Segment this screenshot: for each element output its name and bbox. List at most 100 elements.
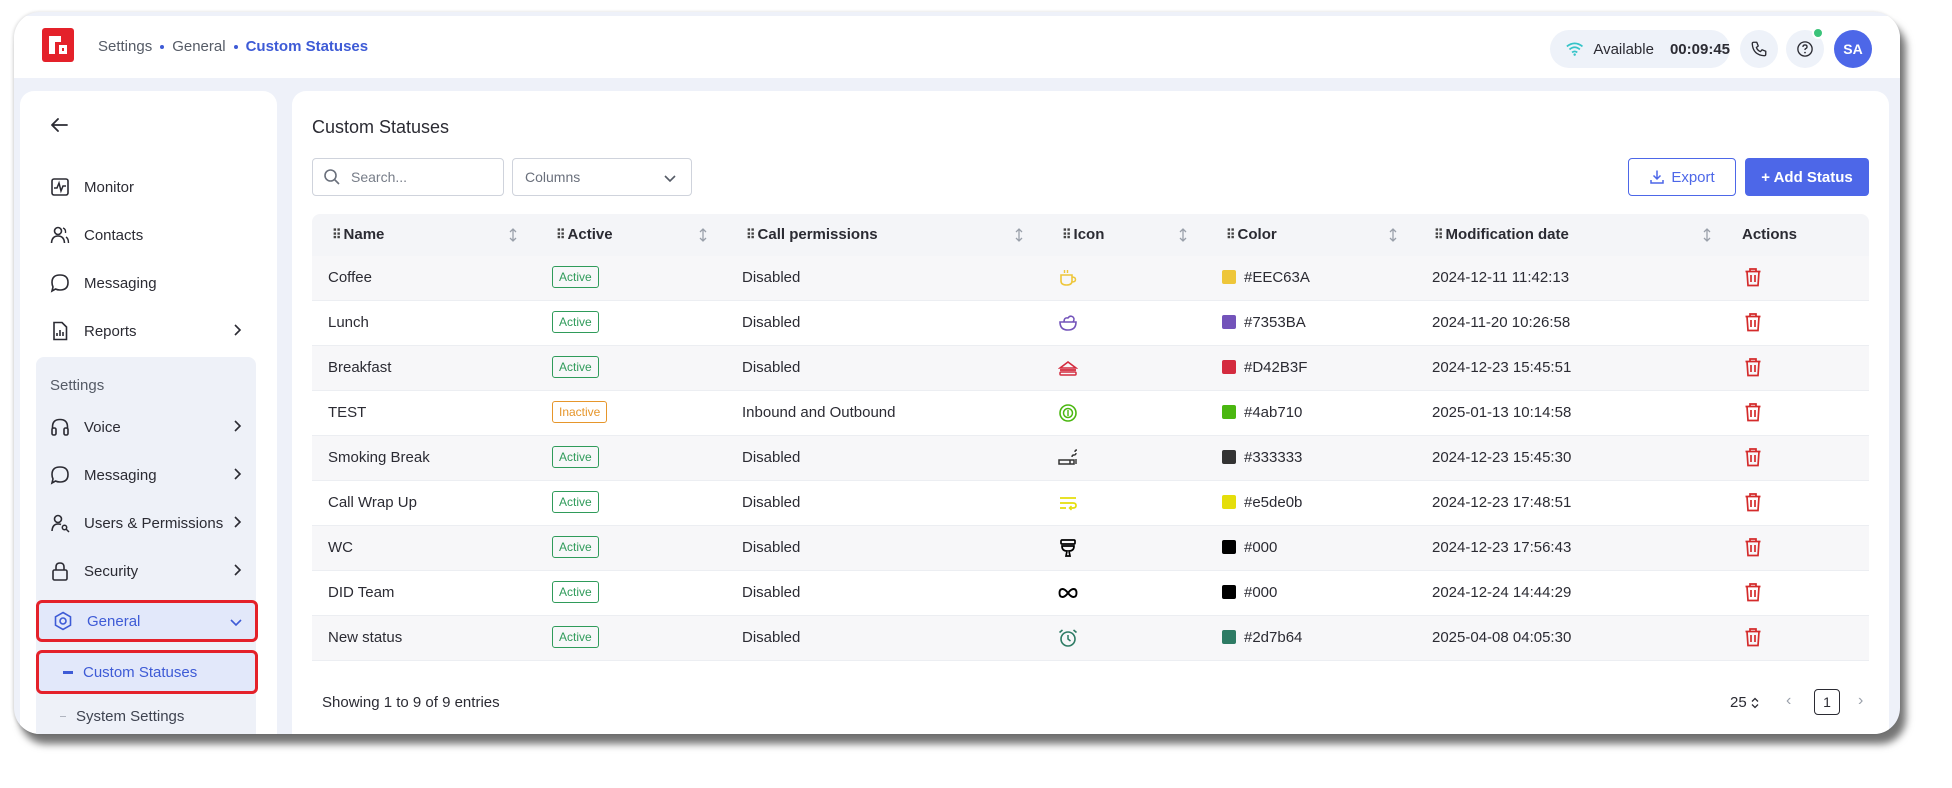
column-header-active[interactable]: ⠿ Active bbox=[556, 226, 613, 243]
page-number-button[interactable]: 1 bbox=[1814, 689, 1840, 715]
sort-icon[interactable] bbox=[1388, 227, 1398, 243]
search-icon bbox=[324, 169, 340, 185]
columns-select[interactable]: Columns bbox=[512, 158, 692, 196]
sort-icon[interactable] bbox=[1178, 227, 1188, 243]
cell-color: #4ab710 bbox=[1244, 404, 1303, 421]
table-row[interactable]: WC Active Disabled #000 2024-12-23 17:56… bbox=[312, 526, 1869, 571]
cell-date: 2024-11-20 10:26:58 bbox=[1432, 314, 1571, 331]
sidebar-item-label: Security bbox=[84, 562, 139, 580]
drag-handle-icon[interactable]: ⠿ bbox=[1434, 226, 1443, 242]
avatar[interactable]: SA bbox=[1834, 30, 1872, 68]
sort-icon[interactable] bbox=[698, 227, 708, 243]
trash-icon[interactable] bbox=[1744, 627, 1762, 647]
sidebar-item-reports[interactable]: Reports bbox=[36, 311, 256, 351]
breadcrumb-settings[interactable]: Settings bbox=[98, 38, 153, 55]
download-icon bbox=[1650, 170, 1665, 184]
next-page-button[interactable]: › bbox=[1858, 692, 1864, 709]
drag-handle-icon[interactable]: ⠿ bbox=[1062, 226, 1071, 242]
sidebar-item-voice[interactable]: Voice bbox=[36, 407, 256, 447]
sidebar-subitem-system-settings[interactable]: System Settings bbox=[36, 694, 256, 734]
column-header-icon[interactable]: ⠿ Icon bbox=[1062, 226, 1104, 243]
trash-icon[interactable] bbox=[1744, 582, 1762, 602]
trash-icon[interactable] bbox=[1744, 402, 1762, 422]
trash-icon[interactable] bbox=[1744, 357, 1762, 377]
color-swatch bbox=[1222, 450, 1236, 464]
drag-handle-icon[interactable]: ⠿ bbox=[556, 226, 565, 242]
table-row[interactable]: Call Wrap Up Active Disabled #e5de0b 202… bbox=[312, 481, 1869, 526]
column-header-name[interactable]: ⠿ Name bbox=[332, 226, 384, 243]
trash-icon[interactable] bbox=[1744, 267, 1762, 287]
cell-permission: Disabled bbox=[742, 539, 801, 556]
sidebar-item-general[interactable]: General bbox=[36, 600, 258, 642]
table-row[interactable]: New status Active Disabled #2d7b64 2025-… bbox=[312, 616, 1869, 661]
chevron-down-icon bbox=[230, 619, 242, 627]
column-header-label: Color bbox=[1237, 226, 1277, 243]
cell-color: #EEC63A bbox=[1244, 269, 1310, 286]
sort-icon[interactable] bbox=[1702, 227, 1712, 243]
statuses-table: ⠿ Name ⠿ Active ⠿ Call permissions ⠿ Icon ⠿ C… bbox=[312, 214, 1869, 661]
add-status-button[interactable]: + Add Status bbox=[1745, 158, 1869, 196]
column-header-actions: Actions bbox=[1742, 226, 1797, 243]
sidebar-item-messaging[interactable]: Messaging bbox=[36, 263, 256, 303]
trash-icon[interactable] bbox=[1744, 312, 1762, 332]
drag-handle-icon[interactable]: ⠿ bbox=[746, 226, 755, 242]
column-header-modification-date[interactable]: ⠿ Modification date bbox=[1434, 226, 1569, 243]
breadcrumb-general[interactable]: General bbox=[172, 38, 226, 55]
column-header-label: Name bbox=[343, 226, 385, 243]
entries-summary: Showing 1 to 9 of 9 entries bbox=[322, 694, 500, 711]
cigarette-icon bbox=[1058, 449, 1078, 465]
page-size-select[interactable]: 25 bbox=[1730, 694, 1759, 711]
phone-button[interactable] bbox=[1740, 30, 1778, 68]
sidebar-item-security[interactable]: Security bbox=[36, 551, 256, 591]
sidebar-subitem-custom-statuses[interactable]: Custom Statuses bbox=[36, 650, 258, 694]
trash-icon[interactable] bbox=[1744, 537, 1762, 557]
sidebar-item-settings-messaging[interactable]: Messaging bbox=[36, 455, 256, 495]
monitor-icon bbox=[51, 178, 69, 196]
drag-handle-icon[interactable]: ⠿ bbox=[1226, 226, 1235, 242]
agent-status[interactable]: Available 00:09:45 bbox=[1550, 30, 1730, 68]
search-box[interactable] bbox=[312, 158, 504, 196]
search-input[interactable] bbox=[351, 169, 491, 185]
phone-icon bbox=[1751, 41, 1767, 57]
sort-icon[interactable] bbox=[1014, 227, 1024, 243]
sidebar-item-contacts[interactable]: Contacts bbox=[36, 215, 256, 255]
table-row[interactable]: Smoking Break Active Disabled #333333 20… bbox=[312, 436, 1869, 481]
prev-page-button[interactable]: ‹ bbox=[1786, 692, 1792, 709]
sidebar-item-label: Monitor bbox=[84, 178, 135, 196]
color-swatch bbox=[1222, 405, 1236, 419]
table-row[interactable]: Lunch Active Disabled #7353BA 2024-11-20… bbox=[312, 301, 1869, 346]
cell-name: DID Team bbox=[328, 584, 395, 601]
drag-handle-icon[interactable]: ⠿ bbox=[332, 226, 341, 242]
trash-icon[interactable] bbox=[1744, 492, 1762, 512]
chat-bubble-icon bbox=[50, 466, 69, 485]
sidebar-item-label: Messaging bbox=[84, 466, 157, 484]
cell-name: Breakfast bbox=[328, 359, 392, 376]
breadcrumb: Settings General Custom Statuses bbox=[98, 38, 368, 55]
sidebar-item-users-permissions[interactable]: Users & Permissions bbox=[36, 503, 256, 543]
cell-color: #333333 bbox=[1244, 449, 1303, 466]
chevron-right-icon bbox=[234, 420, 242, 432]
export-button[interactable]: Export bbox=[1628, 158, 1736, 196]
column-header-label: Active bbox=[567, 226, 613, 243]
table-row[interactable]: Coffee Active Disabled #EEC63A 2024-12-1… bbox=[312, 256, 1869, 301]
app-logo[interactable] bbox=[42, 28, 74, 62]
table-row[interactable]: Breakfast Active Disabled #D42B3F 2024-1… bbox=[312, 346, 1869, 391]
column-header-call-permissions[interactable]: ⠿ Call permissions bbox=[746, 226, 878, 243]
cell-color: #2d7b64 bbox=[1244, 629, 1303, 646]
cell-name: New status bbox=[328, 629, 403, 646]
user-key-icon bbox=[51, 514, 70, 533]
alarm-clock-icon bbox=[1058, 629, 1078, 647]
table-row[interactable]: TEST Inactive Inbound and Outbound #4ab7… bbox=[312, 391, 1869, 436]
cell-date: 2024-12-11 11:42:13 bbox=[1432, 269, 1570, 286]
sort-icon[interactable] bbox=[508, 227, 518, 243]
back-arrow-icon[interactable] bbox=[50, 117, 68, 133]
table-row[interactable]: DID Team Active Disabled #000 2024-12-24… bbox=[312, 571, 1869, 616]
cell-permission: Disabled bbox=[742, 584, 801, 601]
cell-permission: Disabled bbox=[742, 359, 801, 376]
trash-icon[interactable] bbox=[1744, 447, 1762, 467]
sidebar-item-monitor[interactable]: Monitor bbox=[36, 167, 256, 207]
color-swatch bbox=[1222, 270, 1236, 284]
column-header-color[interactable]: ⠿ Color bbox=[1226, 226, 1277, 243]
cell-color: #000 bbox=[1244, 539, 1278, 556]
settings-section-label: Settings bbox=[50, 377, 105, 394]
